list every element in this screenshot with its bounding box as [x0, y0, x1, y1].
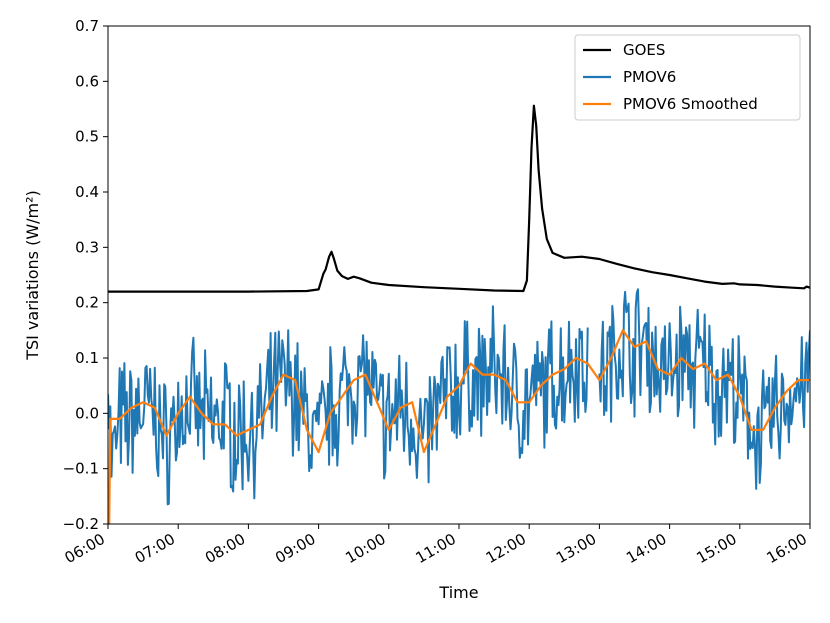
series-line-pmov6	[108, 288, 810, 506]
x-axis-label: Time	[438, 583, 478, 602]
y-tick-label: −0.2	[63, 515, 99, 533]
series-line-goes	[108, 104, 810, 293]
legend-label: PMOV6	[623, 68, 676, 86]
legend-label: PMOV6 Smoothed	[623, 95, 758, 113]
y-axis-label: TSI variations (W/m²)	[23, 190, 42, 361]
y-tick-label: 0.2	[75, 294, 99, 312]
legend[interactable]: GOES PMOV6 PMOV6 Smoothed	[574, 34, 801, 121]
y-tick-label: 0.0	[75, 404, 99, 422]
y-tick-label: 0.5	[75, 128, 99, 146]
legend-label: GOES	[623, 41, 665, 59]
legend-box	[574, 34, 801, 121]
y-axis: −0.2 −0.1 0.0 0.1 0.2 0.3 0.4 0.5 0.6 0.7	[63, 17, 108, 533]
y-tick-label: 0.6	[75, 72, 99, 90]
series-line-pmov6-smoothed	[108, 329, 810, 524]
y-tick-label: 0.1	[75, 349, 99, 367]
y-tick-label: −0.1	[63, 460, 99, 478]
y-tick-label: 0.7	[75, 17, 99, 35]
y-tick-label: 0.4	[75, 183, 99, 201]
series-layer	[108, 104, 810, 524]
y-tick-label: 0.3	[75, 238, 99, 256]
